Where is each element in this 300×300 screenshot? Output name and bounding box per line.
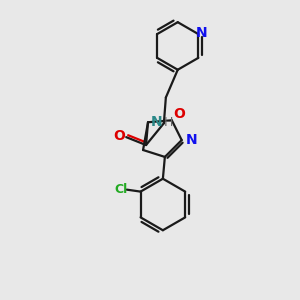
Text: Cl: Cl [114, 183, 128, 196]
Text: H: H [164, 116, 173, 129]
Text: O: O [113, 129, 125, 143]
Text: N: N [196, 26, 207, 40]
Text: O: O [173, 107, 185, 121]
Text: N: N [186, 133, 197, 147]
Text: N: N [151, 115, 163, 129]
